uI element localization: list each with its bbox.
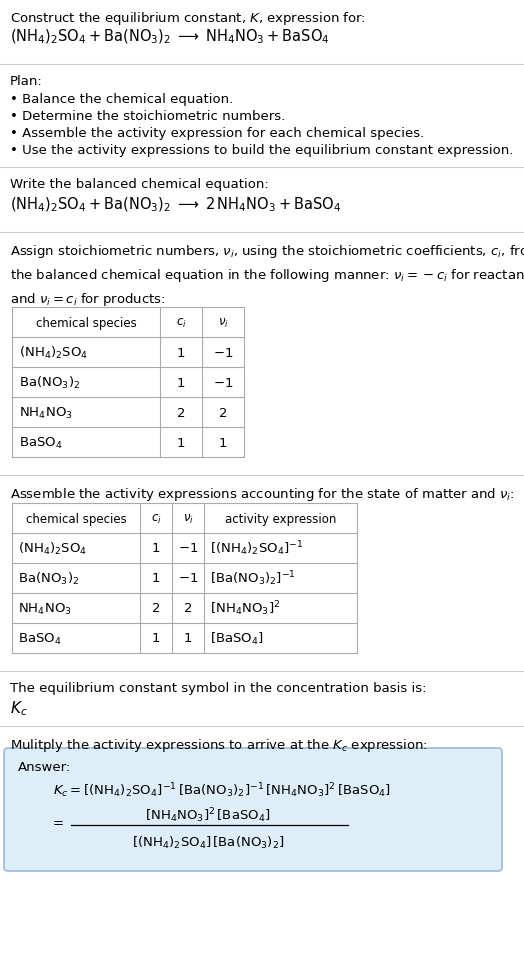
FancyBboxPatch shape [4, 748, 502, 871]
Text: $\mathrm{BaSO_4}$: $\mathrm{BaSO_4}$ [19, 435, 62, 450]
Text: 2: 2 [184, 601, 192, 615]
Text: activity expression: activity expression [225, 511, 336, 525]
Text: 1: 1 [184, 632, 192, 645]
Text: $\mathrm{Ba(NO_3)_2}$: $\mathrm{Ba(NO_3)_2}$ [19, 375, 80, 390]
Text: • Determine the stoichiometric numbers.: • Determine the stoichiometric numbers. [10, 110, 285, 123]
Text: $\mathrm{NH_4NO_3}$: $\mathrm{NH_4NO_3}$ [18, 600, 72, 616]
Text: $[\mathrm{BaSO_4}]$: $[\mathrm{BaSO_4}]$ [210, 630, 264, 646]
Text: • Balance the chemical equation.: • Balance the chemical equation. [10, 93, 233, 106]
Text: $\nu_i$: $\nu_i$ [182, 511, 193, 525]
Text: $K_c$: $K_c$ [10, 698, 28, 717]
Text: 1: 1 [152, 572, 160, 585]
Text: chemical species: chemical species [36, 316, 136, 330]
Text: chemical species: chemical species [26, 511, 126, 525]
Text: • Use the activity expressions to build the equilibrium constant expression.: • Use the activity expressions to build … [10, 144, 514, 156]
Text: Construct the equilibrium constant, $K$, expression for:: Construct the equilibrium constant, $K$,… [10, 10, 366, 27]
Text: Plan:: Plan: [10, 75, 43, 88]
Text: $[\mathrm{NH_4NO_3}]^{2}$: $[\mathrm{NH_4NO_3}]^{2}$ [210, 600, 280, 618]
Text: $c_i$: $c_i$ [176, 316, 187, 330]
Text: $[\mathrm{NH_4NO_3}]^{2}\,[\mathrm{BaSO_4}]$: $[\mathrm{NH_4NO_3}]^{2}\,[\mathrm{BaSO_… [145, 805, 271, 823]
Text: 1: 1 [177, 377, 185, 389]
Text: The equilibrium constant symbol in the concentration basis is:: The equilibrium constant symbol in the c… [10, 682, 427, 694]
Text: $[\mathrm{Ba(NO_3)_2}]^{-1}$: $[\mathrm{Ba(NO_3)_2}]^{-1}$ [210, 569, 296, 588]
Text: $(\mathrm{NH_4})_2\mathrm{SO_4}$: $(\mathrm{NH_4})_2\mathrm{SO_4}$ [19, 344, 88, 361]
Text: $[(\mathrm{NH_4})_2\mathrm{SO_4}]\,[\mathrm{Ba(NO_3)_2}]$: $[(\mathrm{NH_4})_2\mathrm{SO_4}]\,[\mat… [132, 834, 285, 850]
Text: $-1$: $-1$ [213, 346, 233, 359]
Text: $\mathrm{NH_4NO_3}$: $\mathrm{NH_4NO_3}$ [19, 405, 73, 421]
Text: Answer:: Answer: [18, 760, 71, 774]
Text: $=$: $=$ [50, 815, 64, 827]
Text: $(\mathrm{NH_4})_2\mathrm{SO_4} + \mathrm{Ba(NO_3)_2} \;\longrightarrow\; 2\,\ma: $(\mathrm{NH_4})_2\mathrm{SO_4} + \mathr… [10, 196, 341, 214]
Text: Mulitply the activity expressions to arrive at the $K_c$ expression:: Mulitply the activity expressions to arr… [10, 736, 428, 753]
Text: $-1$: $-1$ [178, 542, 198, 555]
Text: 1: 1 [219, 436, 227, 449]
Text: $(\mathrm{NH_4})_2\mathrm{SO_4}$: $(\mathrm{NH_4})_2\mathrm{SO_4}$ [18, 541, 88, 556]
Text: $[(\mathrm{NH_4})_2\mathrm{SO_4}]^{-1}$: $[(\mathrm{NH_4})_2\mathrm{SO_4}]^{-1}$ [210, 539, 303, 557]
Text: 2: 2 [177, 406, 185, 419]
Text: $-1$: $-1$ [178, 572, 198, 585]
Text: $c_i$: $c_i$ [150, 511, 161, 525]
Text: 1: 1 [177, 346, 185, 359]
Text: • Assemble the activity expression for each chemical species.: • Assemble the activity expression for e… [10, 127, 424, 140]
Text: $-1$: $-1$ [213, 377, 233, 389]
Text: $(\mathrm{NH_4})_2\mathrm{SO_4} + \mathrm{Ba(NO_3)_2} \;\longrightarrow\; \mathr: $(\mathrm{NH_4})_2\mathrm{SO_4} + \mathr… [10, 28, 330, 46]
Text: $K_c = [(\mathrm{NH_4})_2\mathrm{SO_4}]^{-1}\,[\mathrm{Ba(NO_3)_2}]^{-1}\,[\math: $K_c = [(\mathrm{NH_4})_2\mathrm{SO_4}]^… [53, 780, 391, 799]
Text: 1: 1 [152, 542, 160, 555]
Text: Write the balanced chemical equation:: Write the balanced chemical equation: [10, 178, 269, 191]
Text: $\mathrm{Ba(NO_3)_2}$: $\mathrm{Ba(NO_3)_2}$ [18, 570, 79, 587]
Text: $\nu_i$: $\nu_i$ [217, 316, 228, 330]
Text: Assign stoichiometric numbers, $\nu_i$, using the stoichiometric coefficients, $: Assign stoichiometric numbers, $\nu_i$, … [10, 243, 524, 308]
Text: 1: 1 [152, 632, 160, 645]
Text: 2: 2 [219, 406, 227, 419]
Text: 2: 2 [152, 601, 160, 615]
Text: $\mathrm{BaSO_4}$: $\mathrm{BaSO_4}$ [18, 631, 61, 645]
Text: Assemble the activity expressions accounting for the state of matter and $\nu_i$: Assemble the activity expressions accoun… [10, 485, 515, 503]
Text: 1: 1 [177, 436, 185, 449]
